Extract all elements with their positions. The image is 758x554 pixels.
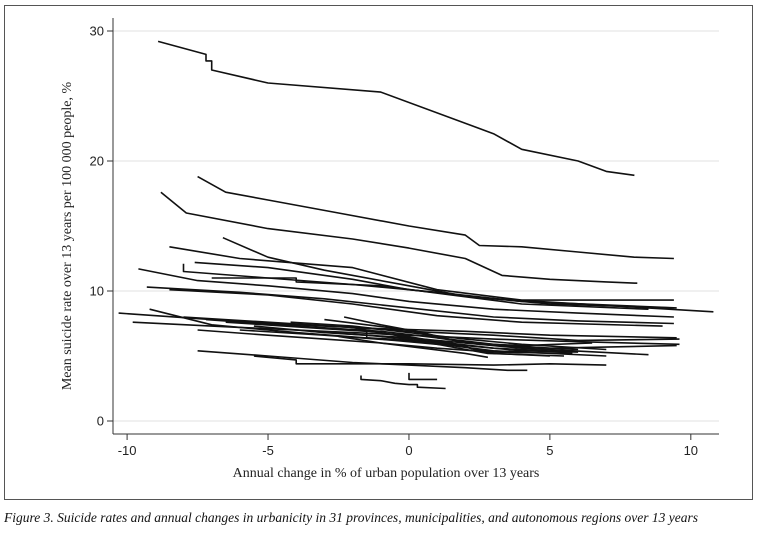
suicide-urbanicity-line-chart: 0 10 20 30 -10 -5 0 5 10 Annual change in % of u… (5, 6, 750, 497)
y-tick-label-10: 10 (90, 284, 104, 299)
series-line-8 (138, 268, 674, 318)
plot-background (5, 6, 750, 497)
series-line-10 (146, 286, 674, 325)
series-line-4 (222, 236, 674, 309)
series-line-30 (408, 372, 438, 381)
y-tick-label-0: 0 (97, 414, 104, 429)
series-line-1 (157, 40, 635, 177)
x-tick-label-0: 0 (405, 443, 412, 458)
tick-labels: 0 10 20 30 -10 -5 0 5 10 (90, 24, 699, 459)
series-line-23 (310, 330, 565, 357)
y-tick-label-30: 30 (90, 24, 104, 39)
series-line-9 (211, 277, 649, 310)
series-line-28 (253, 355, 607, 366)
x-tick-label-5: 5 (546, 443, 553, 458)
series-line-11 (169, 288, 663, 327)
series-line-24 (338, 335, 489, 359)
series-line-5 (169, 246, 674, 301)
x-tick-label-10: 10 (684, 443, 698, 458)
series-lines (118, 40, 714, 390)
series-line-29 (360, 375, 446, 390)
y-axis-title: Mean suicide rate over 13 years per 100 … (60, 82, 75, 391)
x-axis-title: Annual change in % of urban population o… (233, 466, 540, 481)
series-line-3 (160, 191, 638, 284)
series-line-27 (197, 350, 528, 372)
figure-caption: Figure 3. Suicide rates and annual chang… (4, 510, 699, 525)
series-line-26 (197, 329, 573, 355)
axes (107, 18, 719, 440)
y-tick-label-20: 20 (90, 154, 104, 169)
series-line-20 (324, 318, 579, 351)
x-tick-label--5: -5 (262, 443, 274, 458)
series-line-31 (343, 316, 593, 347)
series-line-22 (183, 316, 680, 342)
series-line-2 (197, 175, 674, 260)
x-tick-label--10: -10 (118, 443, 137, 458)
figure-frame: 0 10 20 30 -10 -5 0 5 10 Annual change in % of u… (4, 5, 753, 500)
